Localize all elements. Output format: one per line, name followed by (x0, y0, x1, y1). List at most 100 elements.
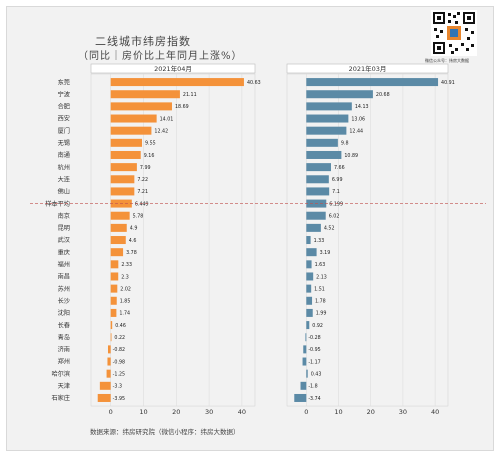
value-label-杭州: 7.66 (334, 165, 345, 171)
value-label-无锡: 9.8 (341, 141, 349, 147)
value-label-宁波: 20.68 (376, 92, 390, 98)
bar-无锡 (110, 138, 143, 147)
x-tick-label: 30 (399, 408, 407, 416)
category-label-郑州: 郑州 (58, 358, 70, 366)
bar-南昌 (110, 272, 119, 281)
category-label-青岛: 青岛 (58, 333, 70, 341)
bar-重庆 (110, 248, 124, 257)
value-label-南通: 9.16 (144, 153, 155, 159)
bar-济南 (107, 345, 111, 354)
x-tick-label: 0 (304, 408, 308, 416)
bar-东莞 (110, 78, 244, 87)
value-label-哈尔滨: -1.25 (113, 371, 125, 377)
value-label-南通: 10.89 (344, 153, 358, 159)
value-label-东莞: 40.63 (247, 80, 261, 86)
value-label-天津: -1.8 (308, 384, 317, 390)
bar-哈尔滨 (306, 369, 308, 378)
category-label-无锡: 无锡 (58, 139, 70, 147)
bar-重庆 (306, 248, 317, 257)
value-label-长沙: 1.78 (315, 299, 326, 305)
bar-苏州 (110, 284, 118, 293)
bar-苏州 (306, 284, 312, 293)
x-tick-label: 20 (367, 408, 375, 416)
value-label-青岛: 0.22 (114, 335, 125, 341)
qr-caption: 微信公众号：纬房大数据 (425, 58, 469, 63)
bar-南通 (306, 150, 342, 159)
value-label-宁波: 21.11 (183, 92, 197, 98)
bar-西安 (110, 114, 157, 123)
category-label-重庆: 重庆 (58, 248, 70, 256)
category-label-沈阳: 沈阳 (58, 309, 70, 317)
panel-title-1: 2021年04月 (154, 64, 192, 73)
bar-南京 (110, 211, 130, 220)
x-tick-label: 20 (172, 408, 180, 416)
value-label-沈阳: 1.99 (316, 311, 327, 317)
value-label-样本平均: 6.199 (329, 201, 343, 207)
value-label-长沙: 1.85 (120, 299, 131, 305)
category-label-武汉: 武汉 (58, 236, 70, 244)
value-label-昆明: 4.52 (324, 226, 335, 232)
bar-长沙 (306, 296, 313, 305)
bar-厦门 (110, 126, 152, 135)
data-source-note: 数据来源：纬房研究院（微信小程序：纬房大数据） (90, 428, 240, 436)
bar-郑州 (302, 357, 307, 366)
bar-佛山 (306, 187, 330, 196)
category-label-厦门: 厦门 (58, 127, 70, 135)
value-label-无锡: 9.55 (145, 141, 156, 147)
bar-石家庄 (97, 393, 111, 402)
bar-大连 (306, 175, 329, 184)
bar-东莞 (306, 78, 439, 87)
bar-大连 (110, 175, 135, 184)
value-label-武汉: 4.6 (129, 238, 137, 244)
value-label-合肥: 14.13 (355, 104, 369, 110)
category-label-石家庄: 石家庄 (51, 394, 70, 402)
category-label-西安: 西安 (58, 115, 70, 123)
value-label-南昌: 2.3 (121, 274, 129, 280)
bar-福州 (306, 260, 312, 269)
bar-济南 (303, 345, 307, 354)
value-label-厦门: 12.44 (349, 128, 363, 134)
value-label-南昌: 2.13 (316, 274, 327, 280)
value-label-西安: 14.01 (160, 116, 174, 122)
bar-宁波 (110, 90, 180, 99)
bar-无锡 (306, 138, 338, 147)
bar-郑州 (107, 357, 111, 366)
value-label-青岛: -0.28 (308, 335, 320, 341)
value-label-福州: 2.33 (121, 262, 132, 268)
x-tick-label: 10 (139, 408, 147, 416)
bar-武汉 (110, 236, 126, 245)
x-tick-label: 40 (431, 408, 439, 416)
x-tick-label: 10 (334, 408, 342, 416)
panel-header-1 (90, 63, 256, 74)
value-label-沈阳: 1.74 (119, 311, 130, 317)
value-label-佛山: 7.21 (137, 189, 148, 195)
bar-厦门 (306, 126, 347, 135)
value-label-石家庄: -3.95 (113, 396, 125, 402)
category-label-东莞: 东莞 (58, 78, 70, 86)
category-label-昆明: 昆明 (58, 225, 70, 232)
value-label-厦门: 12.42 (154, 128, 168, 134)
value-label-哈尔滨: 0.43 (311, 371, 322, 377)
value-label-长春: 0.46 (115, 323, 126, 329)
value-label-大连: 6.99 (332, 177, 343, 183)
bar-天津 (300, 381, 307, 390)
category-label-合肥: 合肥 (58, 103, 70, 111)
x-tick-label: 0 (109, 408, 113, 416)
value-label-合肥: 18.69 (175, 104, 189, 110)
category-label-南昌: 南昌 (58, 273, 70, 281)
value-label-大连: 7.22 (137, 177, 148, 183)
value-label-昆明: 4.9 (130, 226, 138, 232)
panel-frame-2 (286, 73, 449, 407)
qr-code-icon (431, 10, 477, 56)
value-label-天津: -3.3 (113, 384, 122, 390)
bar-哈尔滨 (106, 369, 111, 378)
category-label-长春: 长春 (58, 321, 70, 329)
value-label-苏州: 2.02 (120, 286, 131, 292)
bar-佛山 (110, 187, 135, 196)
bar-长沙 (110, 296, 117, 305)
bar-宁波 (306, 90, 373, 99)
value-label-样本平均: 6.449 (135, 201, 149, 207)
category-label-南京: 南京 (58, 212, 70, 220)
category-label-杭州: 杭州 (58, 163, 70, 171)
